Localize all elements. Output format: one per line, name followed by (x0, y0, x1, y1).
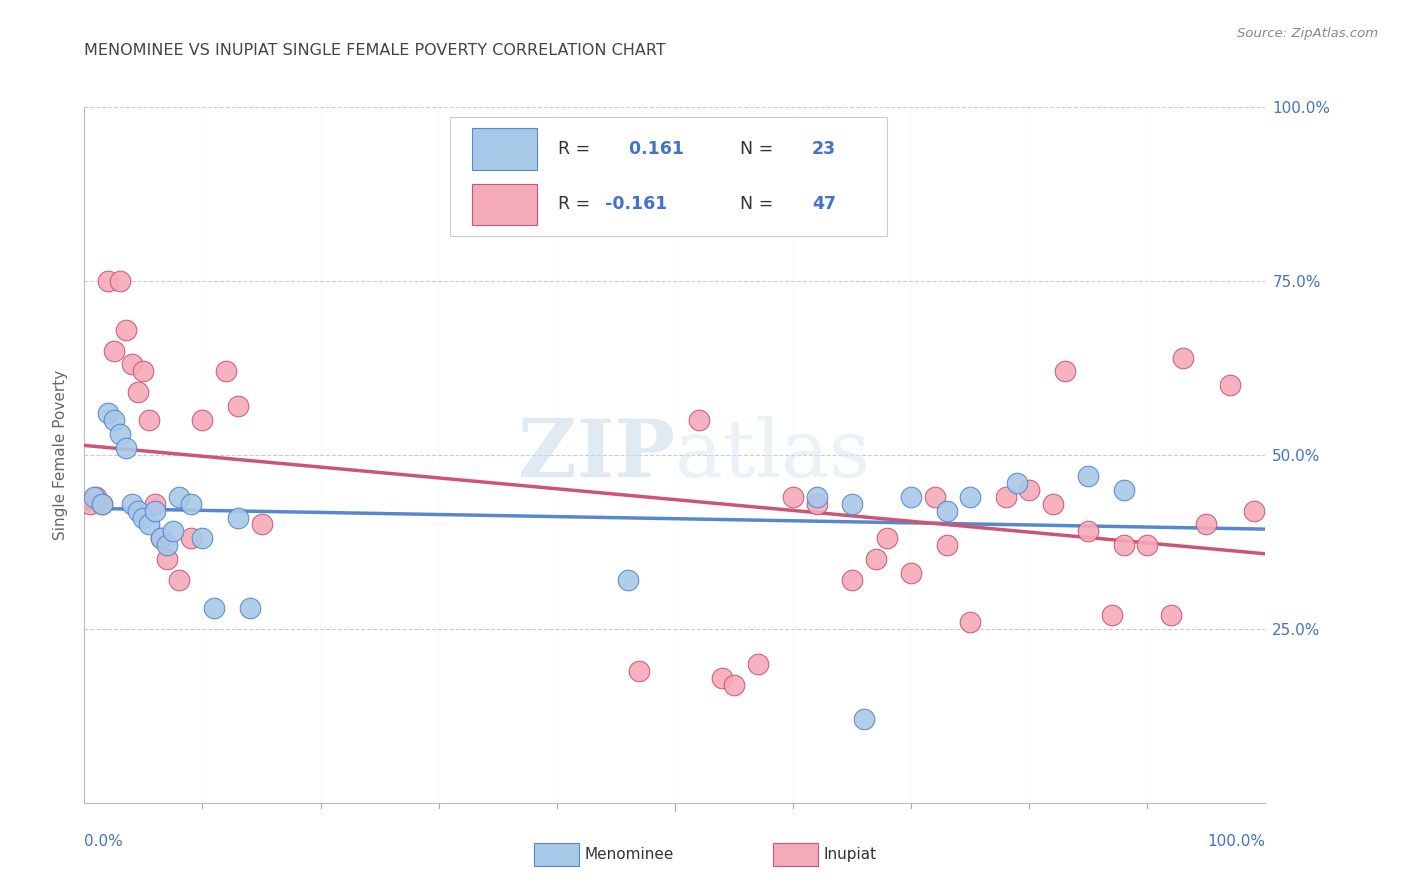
Text: 100.0%: 100.0% (1208, 834, 1265, 849)
Point (994, 490, 1017, 504)
Point (150, 532, 173, 546)
FancyBboxPatch shape (472, 128, 537, 169)
Point (143, 497, 166, 511)
Text: Menominee: Menominee (585, 847, 675, 862)
Point (1171, 351, 1194, 365)
Point (1243, 503, 1265, 517)
Point (1101, 607, 1123, 622)
Text: 0.161: 0.161 (623, 140, 683, 158)
Point (806, 497, 828, 511)
Text: R =: R = (558, 195, 596, 213)
Point (900, 566, 922, 581)
Point (108, 427, 131, 442)
Text: ZIP: ZIP (517, 416, 675, 494)
Point (806, 490, 828, 504)
Point (143, 503, 166, 517)
Point (97, 406, 120, 420)
Text: N =: N = (730, 140, 779, 158)
Point (711, 671, 734, 685)
Point (959, 490, 981, 504)
Point (79, 497, 101, 511)
FancyBboxPatch shape (472, 184, 537, 226)
Point (1160, 607, 1182, 622)
Text: atlas: atlas (675, 416, 870, 494)
Point (114, 441, 136, 455)
Point (191, 532, 214, 546)
Point (150, 532, 173, 546)
Point (108, 274, 131, 288)
Point (127, 385, 149, 400)
Point (935, 538, 957, 552)
Point (156, 538, 179, 552)
Text: 47: 47 (811, 195, 837, 213)
Point (1007, 475, 1029, 490)
Point (924, 490, 946, 504)
Y-axis label: Single Female Poverty: Single Female Poverty (53, 370, 69, 540)
Point (1219, 378, 1241, 392)
Text: 23: 23 (811, 140, 837, 158)
Point (180, 532, 202, 546)
Point (132, 510, 155, 524)
Point (782, 490, 804, 504)
Point (841, 573, 863, 587)
Point (83, 490, 105, 504)
Point (132, 364, 155, 378)
Point (97, 274, 120, 288)
Point (688, 413, 710, 427)
Point (1042, 497, 1064, 511)
Point (127, 503, 149, 517)
Point (1018, 483, 1040, 497)
Point (226, 510, 249, 524)
Point (103, 413, 125, 427)
Point (167, 573, 190, 587)
FancyBboxPatch shape (450, 118, 887, 235)
Point (628, 664, 651, 678)
Text: 0.0%: 0.0% (84, 834, 124, 849)
Point (84, 490, 107, 504)
Point (900, 490, 922, 504)
Point (239, 601, 262, 615)
Text: Inupiat: Inupiat (824, 847, 877, 862)
Text: MENOMINEE VS INUPIAT SINGLE FEMALE POVERTY CORRELATION CHART: MENOMINEE VS INUPIAT SINGLE FEMALE POVER… (84, 43, 666, 58)
Point (1077, 524, 1099, 539)
Point (202, 601, 225, 615)
Text: Source: ZipAtlas.com: Source: ZipAtlas.com (1237, 27, 1378, 40)
Point (1195, 517, 1218, 532)
Point (616, 573, 638, 587)
Point (91, 497, 114, 511)
Point (138, 517, 160, 532)
Point (103, 343, 125, 358)
Point (852, 712, 875, 726)
Point (180, 497, 202, 511)
Point (1077, 468, 1099, 483)
Point (138, 413, 160, 427)
Point (747, 657, 769, 671)
Point (1112, 483, 1135, 497)
Point (167, 490, 190, 504)
Text: -0.161: -0.161 (605, 195, 668, 213)
Point (841, 497, 863, 511)
Point (121, 497, 143, 511)
Point (1053, 364, 1076, 378)
Point (1112, 538, 1135, 552)
Point (226, 399, 249, 413)
Point (215, 364, 238, 378)
Point (959, 615, 981, 629)
Point (114, 323, 136, 337)
Point (723, 677, 745, 691)
Point (1136, 538, 1159, 552)
Text: R =: R = (558, 140, 596, 158)
Point (121, 358, 143, 372)
Point (865, 552, 887, 566)
Point (935, 503, 957, 517)
Point (162, 524, 184, 539)
Point (191, 413, 214, 427)
Point (876, 532, 898, 546)
Point (156, 552, 179, 566)
Point (91, 497, 114, 511)
Text: N =: N = (730, 195, 779, 213)
Point (250, 517, 273, 532)
